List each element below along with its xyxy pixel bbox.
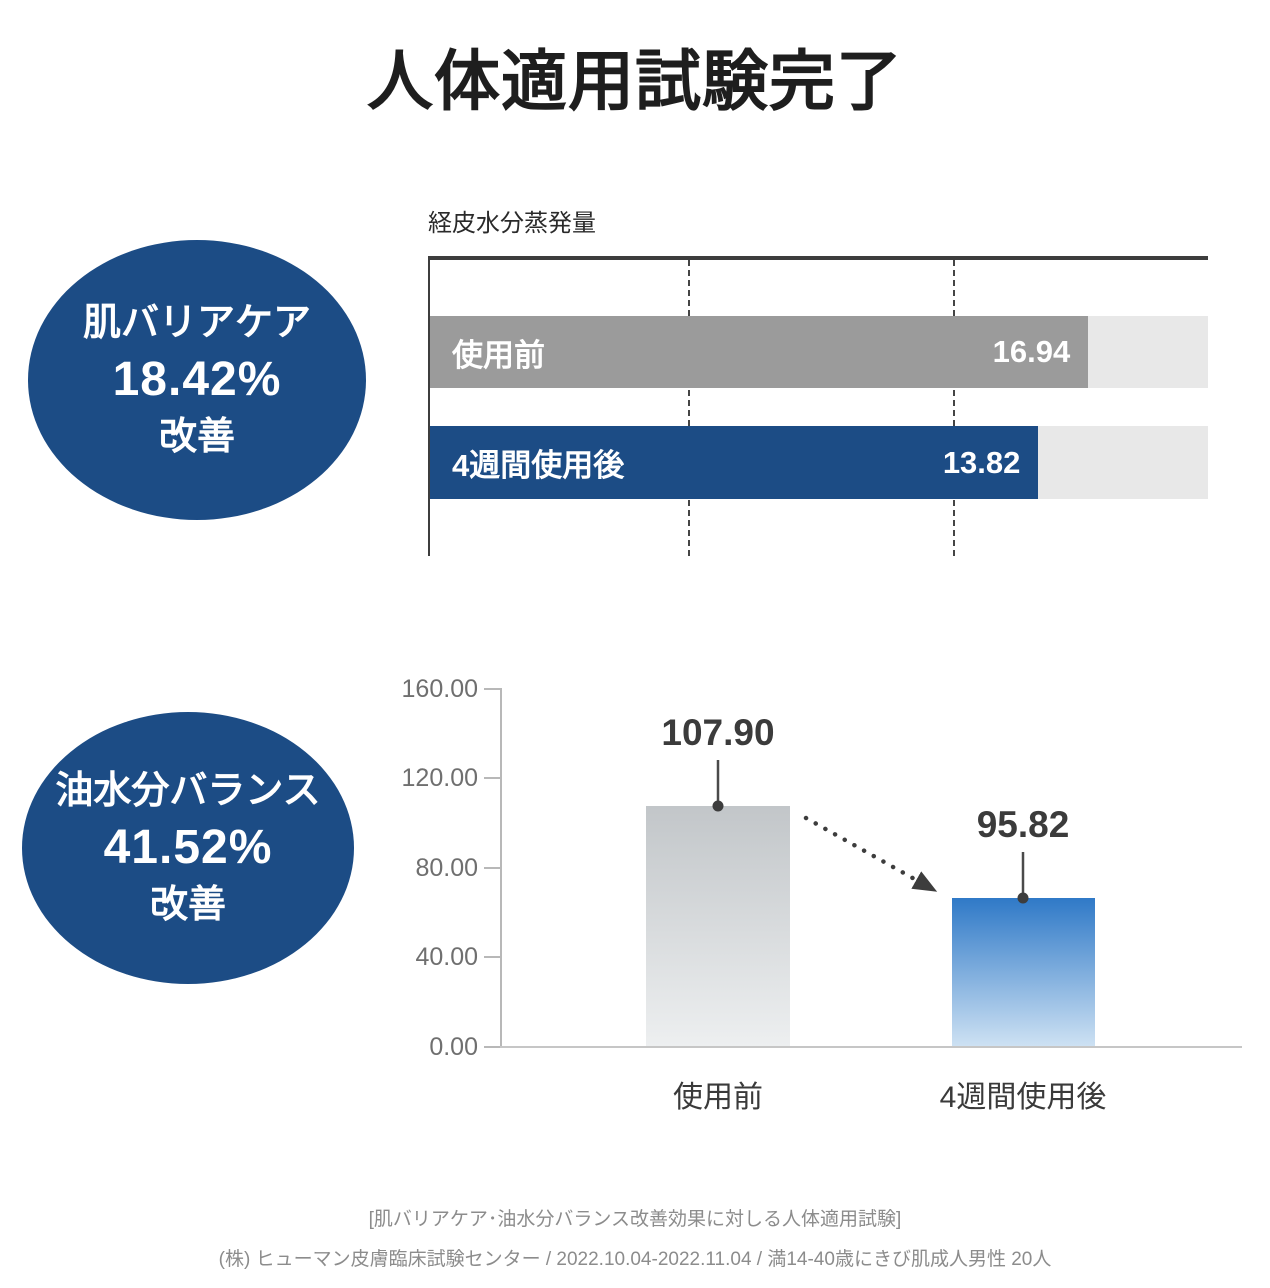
dashed-gridline — [688, 260, 690, 556]
oil-water-balance-badge: 油水分バランス 41.52% 改善 — [22, 712, 354, 984]
badge-improve-label: 改善 — [158, 415, 235, 458]
badge-improve-label: 改善 — [149, 883, 226, 926]
skin-barrier-badge: 肌バリアケア 18.42% 改善 — [28, 240, 366, 520]
x-label-before: 使用前 — [673, 1081, 763, 1114]
bar-before-use: 使用前 16.94 — [430, 316, 1089, 388]
balance-chart — [500, 688, 1242, 1046]
bar-after-4weeks: 4週間使用後 13.82 — [430, 426, 1039, 499]
tewl-chart-title: 経皮水分蒸発量 — [428, 210, 596, 237]
tewl-chart: 使用前 16.94 4週間使用後 13.82 — [428, 256, 1208, 556]
tick-mark — [484, 867, 500, 869]
bar-category-label: 使用前 — [452, 337, 545, 373]
bar-before-use — [646, 806, 790, 1046]
y-tick-120: 120.00 — [401, 764, 478, 792]
y-tick-40: 40.00 — [415, 943, 478, 971]
dashed-gridline — [953, 260, 955, 556]
footnote-line2: (株) ヒューマン皮膚臨床試験センター / 2022.10.04-2022.11… — [218, 1249, 1052, 1270]
y-axis-line — [500, 688, 502, 1046]
bar-row-before: 使用前 16.94 — [430, 316, 1208, 388]
badge-percent: 41.52% — [103, 821, 273, 875]
x-axis-line — [500, 1046, 1242, 1048]
value-label-after: 95.82 — [976, 804, 1070, 845]
y-tick-80: 80.00 — [415, 854, 478, 882]
bar-after-4weeks — [952, 898, 1095, 1046]
bar-row-after: 4週間使用後 13.82 — [430, 426, 1208, 499]
badge-label: 肌バリアケア — [82, 302, 311, 345]
trend-arrow-icon — [803, 815, 938, 892]
tick-mark — [484, 1046, 500, 1048]
badge-percent: 18.42% — [112, 353, 282, 407]
footnote-line1: [肌バリアケア･油水分バランス改善効果に対しる人体適用試験] — [368, 1209, 902, 1230]
badge-label: 油水分バランス — [55, 770, 321, 813]
y-tick-0: 0.00 — [429, 1033, 478, 1061]
x-label-after: 4週間使用後 — [939, 1081, 1107, 1114]
value-label-before: 107.90 — [661, 712, 775, 753]
bar-category-label: 4週間使用後 — [452, 448, 625, 483]
value-connector — [716, 760, 1025, 896]
tick-mark — [484, 777, 500, 779]
chart-annotations — [712, 760, 1029, 904]
connector-dot — [712, 800, 724, 812]
bar-value-label: 13.82 — [942, 444, 1021, 480]
page-title: 人体適用試験完了 — [367, 44, 903, 118]
connector-dot — [1017, 892, 1029, 904]
footnote: [肌バリアケア･油水分バランス改善効果に対しる人体適用試験] (株) ヒューマン… — [0, 1204, 1270, 1271]
bar-value-label: 16.94 — [992, 334, 1071, 369]
tick-mark — [484, 956, 500, 958]
y-tick-160: 160.00 — [401, 675, 478, 703]
tick-mark — [484, 688, 500, 690]
